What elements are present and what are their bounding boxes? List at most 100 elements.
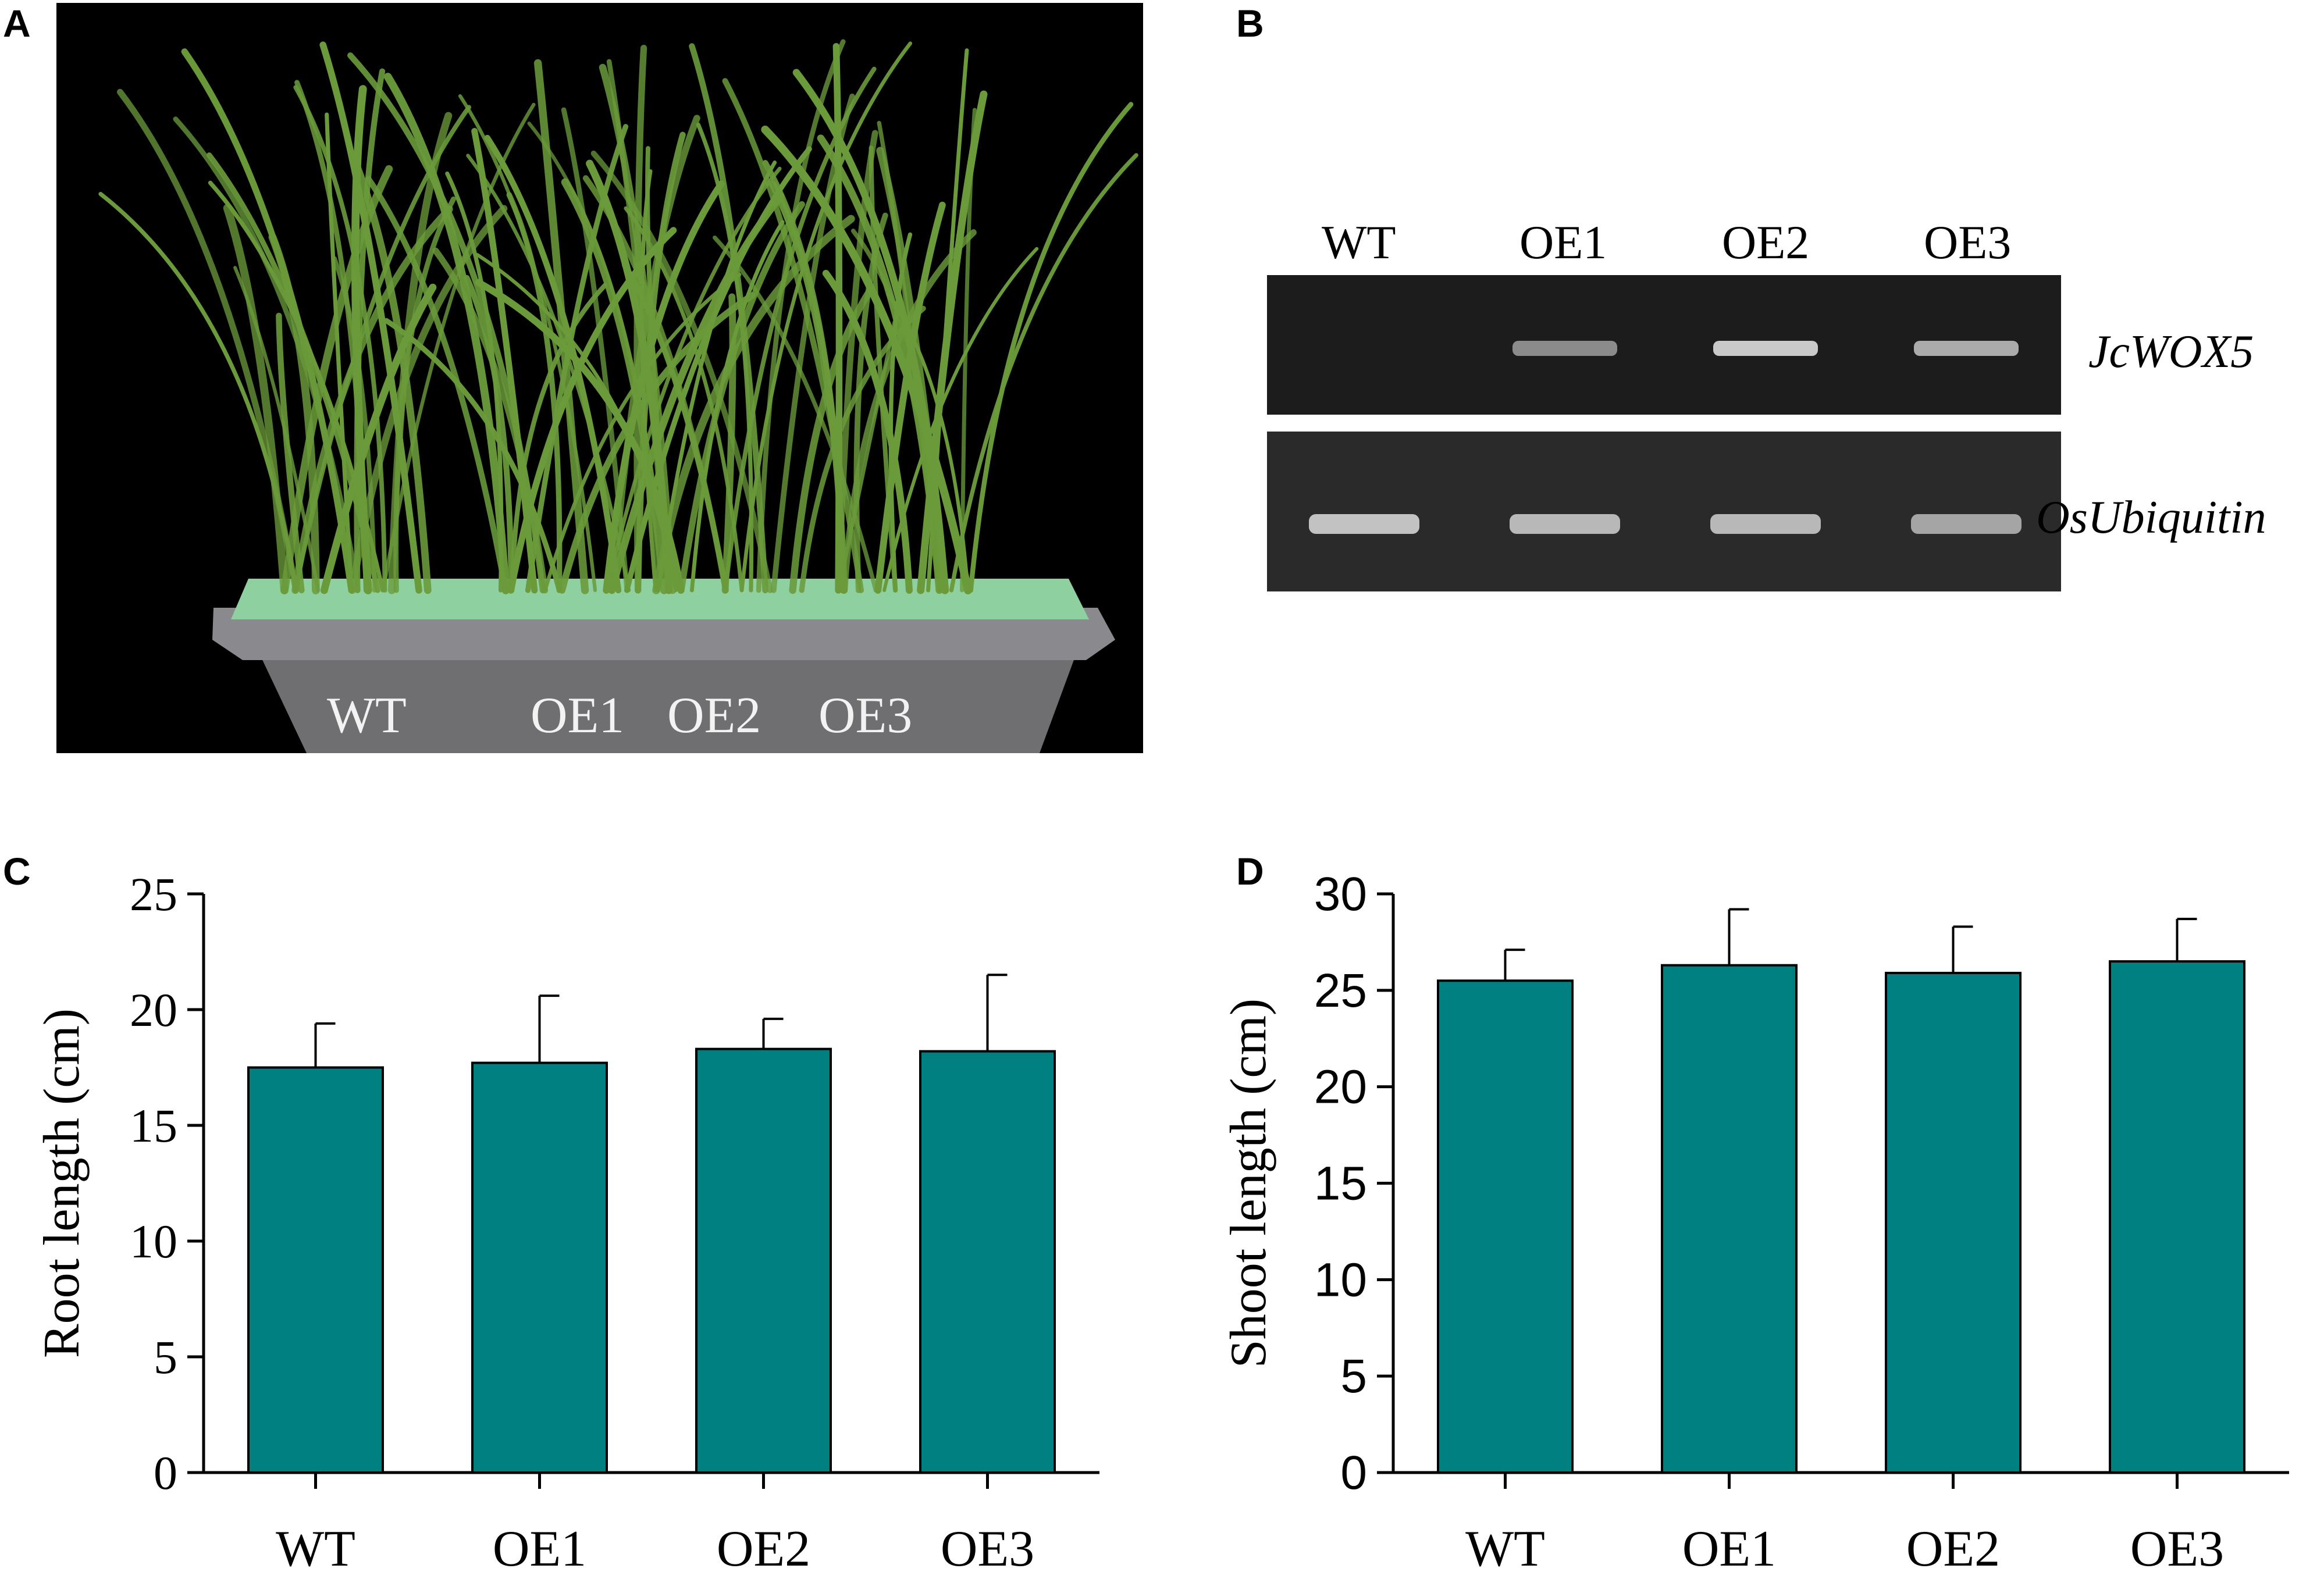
bar [2109, 960, 2245, 1474]
rice-leaf [561, 107, 630, 593]
rice-leaf [207, 152, 380, 593]
x-tick-label: OE2 [1906, 1521, 2000, 1572]
x-tick-label: OE2 [717, 1521, 810, 1572]
x-tick-label: OE3 [941, 1521, 1034, 1572]
rice-leaf [949, 153, 1138, 593]
gene-label-jcwox5: JcWOX5 [2088, 326, 2254, 377]
gel-lane-label-oe1: OE1 [1519, 216, 1607, 269]
rice-leaf [652, 215, 855, 594]
rice-leaf [622, 262, 729, 593]
rice-leaf [882, 247, 1039, 592]
rice-leaf [466, 154, 631, 593]
rice-leaf [968, 102, 1134, 593]
photo-label-oe2: OE2 [667, 687, 761, 744]
x-tick-label: OE1 [493, 1521, 586, 1572]
rice-leaf [590, 151, 773, 593]
rice-leaf [713, 235, 878, 593]
panel-letter-c: C [3, 850, 31, 893]
panel-letter-b: B [1236, 2, 1264, 45]
rice-leaf [464, 275, 515, 594]
rice-leaf [458, 94, 597, 593]
x-tick-label: OE1 [1682, 1521, 1776, 1572]
gel-osubiquitin-bands [1309, 514, 2022, 534]
photo-label-oe1: OE1 [531, 687, 625, 744]
y-axis-label: Root length (cm) [34, 1008, 90, 1358]
rice-leaf [268, 233, 320, 594]
rice-leaf [561, 178, 668, 594]
bar [695, 1047, 832, 1474]
y-tick-label: 20 [130, 983, 177, 1036]
rice-leaf [877, 120, 942, 593]
bar [471, 1061, 608, 1474]
rice-leaf [761, 125, 972, 594]
rice-leaf [365, 176, 509, 594]
rice-leaf [173, 116, 361, 593]
rice-leaf [527, 122, 660, 593]
rice-leaf [387, 112, 453, 594]
y-tick-label: 30 [1314, 868, 1367, 921]
y-tick-label: 10 [130, 1215, 177, 1268]
rice-leaf [319, 41, 422, 594]
y-tick-label: 0 [1340, 1446, 1367, 1499]
tray-rim [212, 608, 1115, 660]
y-axis-label: Shoot length (cm) [1220, 999, 1277, 1368]
rice-leaf [841, 229, 977, 594]
y-tick-label: 5 [154, 1331, 177, 1384]
bar [919, 1050, 1056, 1474]
plant-photo: WT OE1 OE2 OE3 [56, 3, 1143, 753]
gel-band-jcwox5 [1914, 341, 2019, 356]
y-tick-label: 15 [130, 1099, 177, 1152]
rice-leaf [645, 146, 672, 593]
rice-leaf [280, 165, 393, 594]
rice-leaves [98, 39, 1138, 594]
root-length-chart: 0 5 10 15 20 25 Root length (cm) WT OE1 OE2 OE3 [34, 868, 1099, 1572]
rice-leaf [432, 247, 549, 594]
rice-leaf [525, 124, 629, 593]
rice-leaf [510, 283, 608, 593]
rice-leaf [471, 128, 538, 594]
bar [1661, 964, 1798, 1474]
y-tick-label: 5 [1340, 1350, 1367, 1403]
gel-jcwox5-bands [1512, 341, 2019, 356]
rice-leaf [762, 160, 846, 594]
rice-leaf [721, 293, 736, 594]
gel-osubiquitin [1267, 432, 2061, 591]
photo-label-wt: WT [327, 687, 407, 744]
rice-leaf [117, 88, 299, 594]
x-tick-label: OE3 [2130, 1521, 2224, 1572]
gel-lane-label-oe2: OE2 [1722, 216, 1810, 269]
photo-label-oe3: OE3 [818, 687, 913, 744]
rice-leaf [233, 266, 320, 592]
y-tick-label: 10 [1314, 1253, 1367, 1306]
panel-letter-d: D [1236, 850, 1264, 893]
y-tick-label: 15 [1314, 1157, 1367, 1210]
gel-jcwox5 [1267, 275, 2061, 415]
gel-band-osubiquitin [1710, 514, 1821, 534]
rice-leaf [293, 85, 387, 593]
bar [1885, 971, 2022, 1474]
rice-leaf [223, 204, 289, 594]
gene-label-osubiquitin: OsUbiquitin [2036, 492, 2266, 543]
rice-leaf [874, 201, 946, 594]
y-tick-label: 0 [154, 1446, 177, 1499]
rice-leaf [792, 69, 949, 594]
rice-leaf [756, 39, 846, 593]
gel-lane-label-oe3: OE3 [1924, 216, 2012, 269]
bar [247, 1066, 384, 1474]
gel-band-jcwox5 [1713, 341, 1818, 356]
gel-lane-label-wt: WT [1322, 216, 1396, 269]
y-tick-label: 20 [1314, 1061, 1367, 1114]
gel-band-osubiquitin [1911, 514, 2022, 534]
y-tick-label: 25 [130, 868, 177, 921]
bar [1437, 979, 1574, 1474]
rice-leaf [690, 220, 785, 593]
gel-band-osubiquitin [1510, 514, 1620, 534]
tray-body [254, 643, 1080, 753]
y-tick-label: 25 [1314, 964, 1367, 1017]
plant-photo-drawing [98, 39, 1138, 753]
gel-band-jcwox5 [1512, 341, 1617, 356]
shoot-length-chart: 0 5 10 15 20 25 30 Shoot length (cm) WT OE1 OE2 OE3 [1220, 868, 2289, 1572]
x-tick-label: WT [1465, 1521, 1545, 1572]
rice-leaf [543, 273, 742, 593]
panel-letter-a: A [3, 2, 31, 45]
